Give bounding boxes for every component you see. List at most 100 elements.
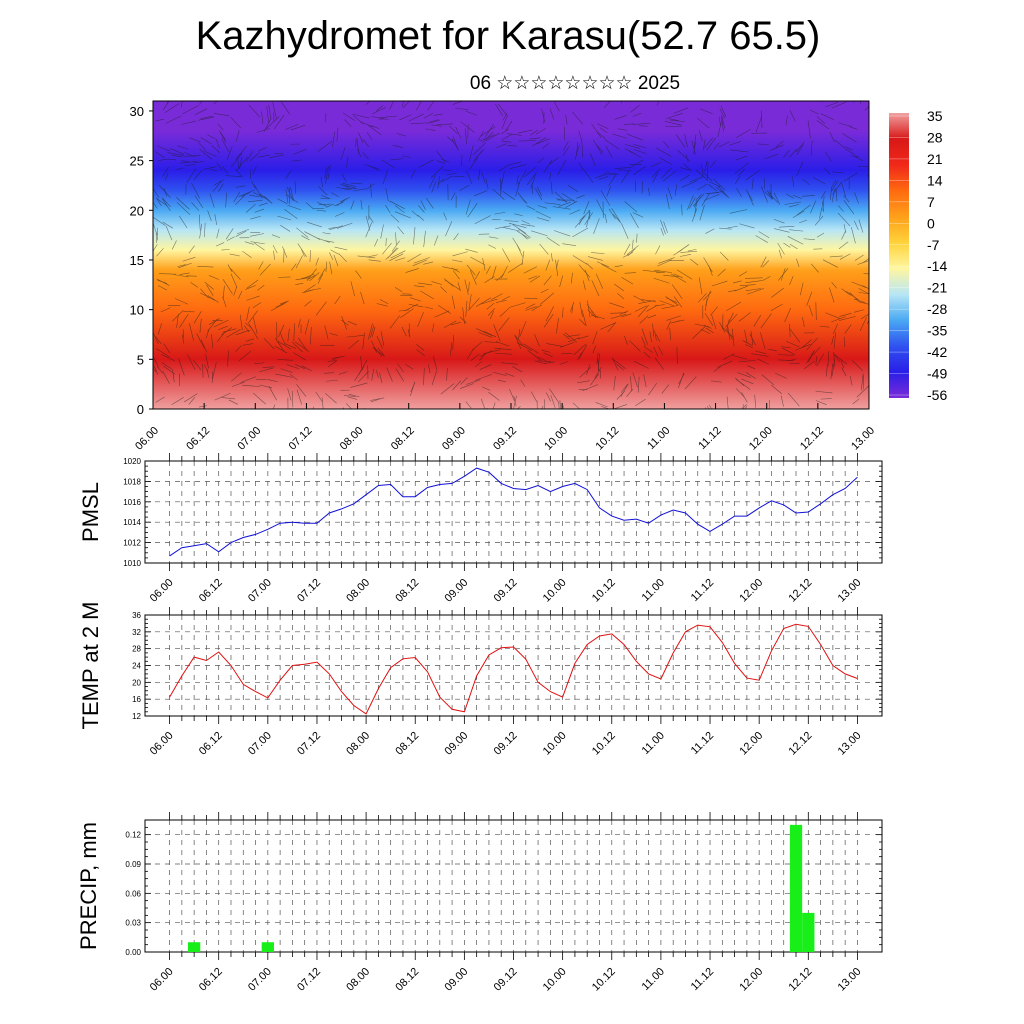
wind-streak: [483, 349, 501, 354]
wind-streak: [492, 371, 507, 376]
wind-streak: [466, 348, 474, 360]
wind-streak: [599, 127, 608, 134]
wind-streak: [436, 123, 453, 126]
wind-streak: [846, 148, 855, 156]
wind-streak: [180, 120, 197, 125]
wind-streak: [483, 330, 497, 338]
wind-streak: [830, 180, 839, 193]
wind-streak: [276, 340, 292, 350]
wind-streak: [473, 190, 488, 197]
x-tick-label: 06.12: [197, 966, 225, 994]
y-tick-label: 0.03: [125, 919, 141, 928]
wind-streak: [711, 280, 728, 287]
wind-streak: [479, 354, 486, 361]
wind-streak: [162, 101, 170, 111]
y-tick-label: 1018: [123, 477, 141, 486]
wind-streak: [829, 132, 835, 143]
wind-streak: [718, 141, 730, 148]
wind-streak: [464, 279, 469, 295]
heatmap-x-tick-label: 11.00: [645, 425, 672, 452]
wind-streak: [327, 360, 338, 362]
y-tick-label: 28: [132, 645, 141, 654]
wind-streak: [187, 354, 196, 371]
wind-streak: [482, 131, 494, 143]
wind-streak: [213, 113, 230, 117]
wind-streak: [741, 392, 748, 403]
wind-streak: [662, 170, 676, 182]
wind-streak: [382, 242, 392, 255]
wind-streak: [620, 170, 630, 184]
wind-streak: [669, 119, 686, 123]
wind-streak: [726, 319, 730, 330]
heatmap-x-tick-label: 10.12: [593, 425, 621, 453]
wind-streak: [268, 385, 277, 401]
wind-streak: [591, 310, 599, 319]
wind-streak: [362, 152, 369, 160]
wind-streak: [472, 341, 483, 351]
wind-streak: [799, 219, 808, 224]
wind-streak: [837, 212, 851, 227]
wind-streak: [605, 145, 613, 158]
wind-streak: [367, 323, 373, 340]
wind-streak: [188, 397, 196, 405]
wind-streak: [360, 291, 365, 305]
wind-streak: [825, 101, 839, 108]
wind-streak: [301, 235, 310, 241]
wind-streak: [370, 398, 381, 403]
wind-streak: [297, 243, 307, 257]
wind-streak: [198, 142, 206, 151]
wind-streak: [745, 288, 761, 292]
wind-streak: [286, 364, 300, 370]
wind-streak: [437, 178, 444, 185]
wind-streak: [624, 335, 628, 346]
wind-streak: [156, 198, 162, 206]
wind-streak: [783, 242, 791, 248]
wind-streak: [603, 173, 619, 176]
wind-streak: [545, 306, 555, 322]
wind-streak: [600, 190, 611, 206]
wind-streak: [655, 245, 661, 255]
wind-streak: [617, 293, 625, 300]
wind-streak: [164, 172, 169, 181]
x-tick-label: 09.12: [492, 966, 520, 994]
wind-streak: [736, 187, 742, 198]
wind-streak: [161, 197, 171, 212]
wind-streak: [796, 204, 811, 216]
wind-streak: [851, 227, 856, 244]
wind-streak: [516, 406, 521, 409]
wind-streak: [745, 344, 753, 348]
x-tick-label: 09.12: [492, 730, 520, 758]
wind-streak: [827, 351, 830, 366]
y-tick-label: 36: [132, 611, 141, 620]
wind-streak: [217, 123, 224, 131]
wind-streak: [385, 238, 387, 247]
wind-streak: [717, 268, 726, 277]
wind-streak: [737, 372, 751, 378]
wind-streak: [722, 327, 734, 338]
wind-streak: [762, 260, 770, 268]
wind-streak: [330, 249, 339, 255]
wind-streak: [515, 335, 523, 346]
wind-streak: [544, 361, 555, 364]
wind-streak: [732, 355, 748, 360]
wind-streak: [610, 312, 627, 314]
wind-streak: [436, 151, 446, 163]
wind-streak: [755, 235, 768, 243]
wind-streak: [455, 108, 469, 110]
heatmap-x-tick-label: 06.12: [184, 425, 212, 453]
wind-streak: [626, 388, 634, 397]
wind-streak: [368, 165, 381, 172]
wind-streak: [445, 221, 453, 237]
wind-streak: [474, 361, 483, 368]
wind-streak: [495, 299, 507, 303]
wind-streak: [622, 252, 634, 258]
wind-streak: [199, 318, 202, 333]
wind-streak: [531, 304, 542, 311]
wind-streak: [327, 164, 331, 180]
wind-streak: [413, 227, 416, 245]
wind-streak: [583, 168, 594, 183]
wind-streak: [162, 198, 171, 208]
wind-streak: [562, 307, 564, 318]
wind-streak: [379, 372, 383, 384]
wind-streak: [687, 248, 697, 252]
